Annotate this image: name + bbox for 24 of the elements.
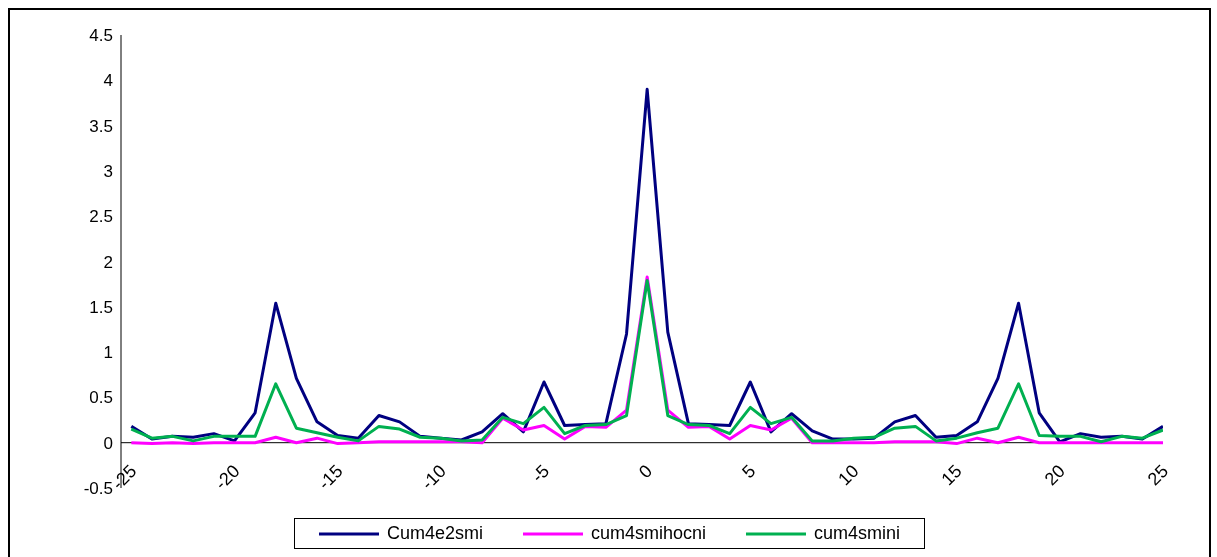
y-tick-label: 4	[103, 71, 113, 91]
y-tick-label: 2	[103, 252, 113, 272]
y-tick-label: 0	[103, 433, 113, 453]
legend-label: cum4smihocni	[590, 523, 707, 544]
y-tick-label: 1.5	[89, 297, 113, 317]
y-tick-label: 0.5	[89, 388, 113, 408]
y-tick-label: 3.5	[89, 116, 113, 136]
x-tick-label: 20	[1040, 460, 1069, 490]
legend-label: Cum4e2smi	[386, 523, 483, 544]
x-tick-label: -10	[417, 460, 450, 494]
x-tick-label: -15	[314, 460, 347, 494]
y-tick-label: 4.5	[89, 26, 113, 46]
y-tick-label: 2.5	[89, 207, 113, 227]
x-tick-label: 10	[834, 460, 863, 490]
y-tick-label: 1	[103, 343, 113, 363]
x-tick-label: 0	[635, 460, 657, 483]
x-tick-label: -20	[211, 460, 244, 494]
x-tick-label: 5	[738, 460, 760, 483]
x-tick-label: -5	[527, 460, 554, 487]
x-tick-label: 15	[937, 460, 966, 490]
legend-label: cum4smini	[814, 523, 901, 544]
y-tick-label: 3	[103, 161, 113, 181]
y-tick-label: -0.5	[83, 479, 113, 499]
x-tick-label: 25	[1143, 460, 1173, 490]
